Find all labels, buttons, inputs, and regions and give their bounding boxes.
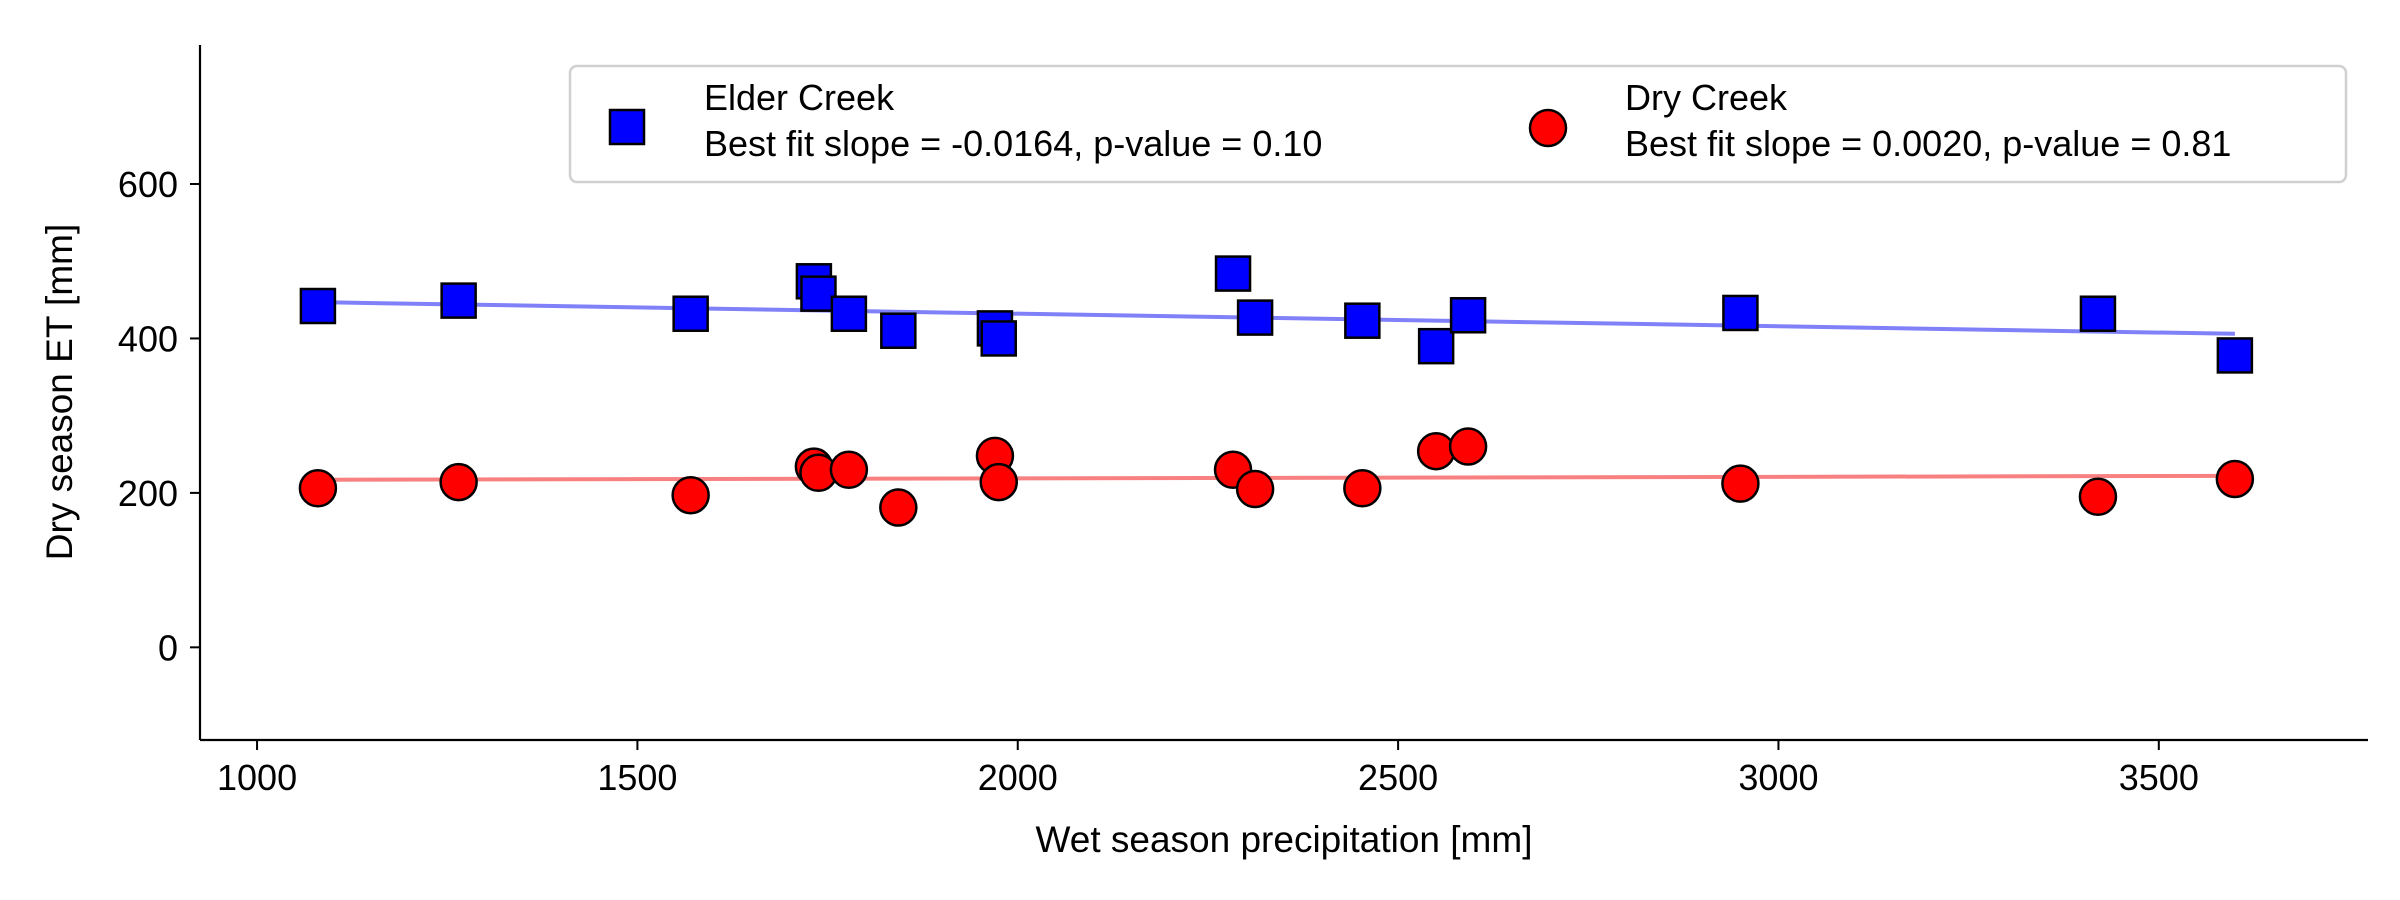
x-tick-label: 1000 <box>217 757 297 798</box>
fit-line-elder-creek <box>317 300 2235 336</box>
y-axis-ticks: 0 200 400 600 <box>118 164 200 668</box>
legend-label-elder-creek: Elder Creek <box>704 77 895 118</box>
x-tick-label: 3000 <box>1738 757 1818 798</box>
point-elder-creek <box>1722 294 1759 332</box>
point-dry-creek <box>671 475 710 515</box>
y-tick-label: 600 <box>118 164 178 205</box>
point-elder-creek <box>440 282 477 319</box>
y-tick-label: 400 <box>118 318 178 359</box>
point-dry-creek <box>979 462 1018 502</box>
point-elder-creek <box>1417 327 1455 365</box>
point-dry-creek <box>439 462 478 502</box>
point-dry-creek <box>1416 431 1456 471</box>
point-dry-creek <box>1721 464 1760 503</box>
fit-lines <box>317 300 2235 482</box>
point-dry-creek <box>879 488 918 527</box>
point-elder-creek <box>1449 297 1487 334</box>
legend-annotation-elder-creek: Best fit slope = -0.0164, p-value = 0.10 <box>704 123 1322 164</box>
point-elder-creek <box>1344 302 1381 339</box>
y-tick-label: 200 <box>118 473 178 514</box>
point-elder-creek <box>1214 255 1252 292</box>
point-dry-creek <box>298 469 338 508</box>
y-tick-label: 0 <box>158 627 178 668</box>
point-elder-creek <box>2079 295 2117 332</box>
point-dry-creek <box>2078 477 2118 516</box>
point-dry-creek <box>1235 469 1275 509</box>
point-elder-creek <box>2216 337 2254 374</box>
fit-line-dry-creek <box>317 473 2235 482</box>
legend: Elder Creek Best fit slope = -0.0164, p-… <box>568 64 2348 184</box>
point-dry-creek <box>1448 427 1488 466</box>
legend-box <box>568 64 2348 184</box>
x-axis-title: Wet season precipitation [mm] <box>1036 819 1533 860</box>
x-axis-ticks: 1000 1500 2000 2500 3000 3500 <box>217 740 2199 798</box>
legend-label-dry-creek: Dry Creek <box>1625 77 1788 118</box>
x-tick-label: 3500 <box>2119 757 2199 798</box>
point-elder-creek <box>980 320 1017 357</box>
point-elder-creek <box>880 312 917 349</box>
point-elder-creek <box>1236 299 1274 336</box>
data-points <box>298 255 2255 527</box>
point-dry-creek <box>829 450 869 489</box>
point-elder-creek <box>299 287 337 325</box>
point-elder-creek <box>830 295 868 332</box>
point-dry-creek <box>1343 469 1382 508</box>
x-tick-label: 2000 <box>978 757 1058 798</box>
x-tick-label: 1500 <box>597 757 677 798</box>
point-dry-creek <box>2215 459 2255 499</box>
y-axis-title: Dry season ET [mm] <box>39 224 80 561</box>
legend-annotation-dry-creek: Best fit slope = 0.0020, p-value = 0.81 <box>1625 123 2231 164</box>
x-tick-label: 2500 <box>1358 757 1438 798</box>
point-elder-creek <box>672 295 709 332</box>
point-elder-creek <box>800 275 837 312</box>
legend-marker-elder-creek <box>608 108 646 146</box>
legend-marker-dry-creek <box>1528 108 1568 148</box>
